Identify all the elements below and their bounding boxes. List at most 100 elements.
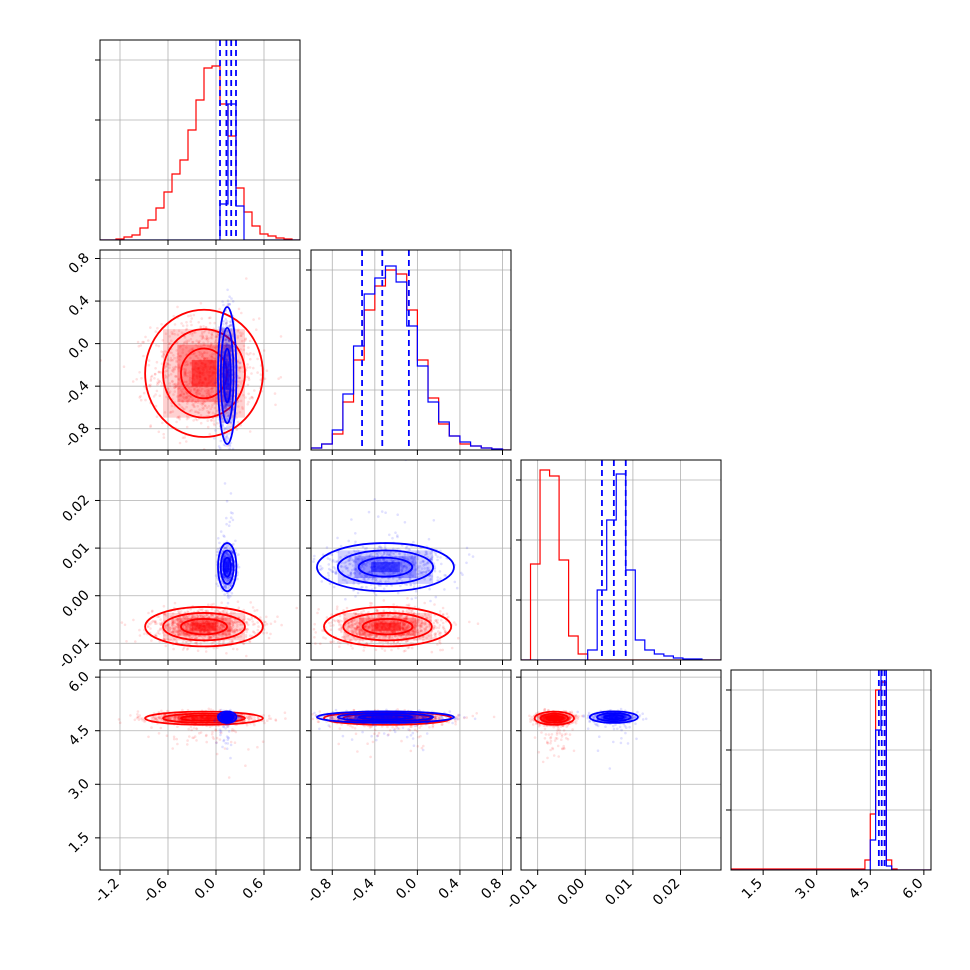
scatter-point-red (231, 623, 235, 626)
scatter-point-red (199, 421, 203, 425)
scatter-point-red (430, 630, 434, 633)
scatter-point-red (343, 637, 347, 641)
scatter-point-red (413, 630, 416, 634)
scatter-point-red (322, 636, 325, 639)
scatter-point-red (207, 345, 210, 348)
scatter-point-red (171, 380, 174, 384)
scatter-point-red (175, 349, 178, 352)
scatter-point-blue (224, 339, 228, 342)
scatter-point-blue (227, 340, 231, 343)
scatter-point-red (421, 635, 425, 639)
scatter-point-blue (218, 541, 221, 545)
scatter-point-red (203, 343, 207, 346)
scatter-point-blue (223, 555, 226, 559)
scatter-point-red (397, 646, 400, 650)
scatter-point-red (246, 403, 249, 406)
scatter-point-red (207, 411, 210, 415)
scatter-point-blue (226, 352, 229, 356)
scatter-point-red (348, 624, 351, 628)
scatter-point-red (207, 616, 211, 619)
scatter-point-blue (423, 553, 427, 557)
scatter-2-1 (312, 460, 480, 654)
scatter-point-red (418, 630, 422, 634)
scatter-point-blue (377, 551, 381, 554)
scatter-point-blue (387, 553, 391, 556)
scatter-point-red (196, 401, 200, 404)
scatter-point-red (404, 627, 408, 631)
scatter-point-blue (371, 576, 375, 580)
scatter-point-red (390, 615, 393, 619)
scatter-point-red (378, 615, 382, 619)
scatter-point-red (163, 634, 166, 637)
scatter-point-red (419, 624, 422, 628)
scatter-point-red (256, 357, 259, 361)
scatter-point-blue (227, 339, 230, 343)
density-block-red (191, 360, 217, 387)
scatter-point-red (349, 629, 353, 633)
scatter-point-red (233, 630, 237, 634)
scatter-point-red (244, 633, 248, 637)
scatter-point-blue (225, 402, 229, 406)
scatter-point-red (236, 420, 240, 424)
scatter-point-red (392, 642, 396, 645)
scatter-point-red (279, 335, 283, 338)
scatter-point-red (242, 642, 246, 646)
scatter-point-blue (225, 585, 228, 589)
scatter-point-blue (356, 549, 359, 552)
scatter-point-red (188, 626, 192, 630)
scatter-point-red (195, 389, 199, 393)
scatter-point-red (161, 631, 165, 635)
scatter-point-blue (405, 583, 409, 586)
scatter-point-red (368, 626, 372, 629)
scatter-point-red (252, 318, 255, 321)
scatter-point-blue (231, 512, 234, 515)
scatter-point-red (337, 628, 341, 631)
scatter-point-red (203, 329, 207, 333)
scatter-point-red (186, 363, 189, 367)
scatter-point-blue (225, 546, 228, 550)
scatter-point-red (156, 326, 159, 330)
scatter-point-red (189, 624, 192, 627)
scatter-point-blue (225, 394, 229, 397)
scatter-point-red (228, 623, 231, 626)
scatter-point-red (405, 615, 408, 619)
scatter-point-red (199, 630, 202, 633)
scatter-point-red (338, 614, 342, 618)
scatter-point-red (256, 628, 260, 632)
scatter-point-red (362, 649, 366, 652)
panel-0-0 (100, 40, 300, 240)
scatter-point-red (197, 340, 201, 344)
scatter-point-red (238, 380, 241, 383)
scatter-point-blue (227, 411, 231, 415)
scatter-point-red (347, 621, 350, 624)
scatter-point-red (176, 395, 179, 398)
scatter-point-blue (331, 570, 334, 574)
scatter-point-red (254, 632, 257, 635)
scatter-point-red (198, 339, 201, 343)
scatter-point-red (226, 628, 230, 631)
scatter-point-red (198, 392, 201, 395)
scatter-point-red (213, 412, 217, 416)
scatter-point-red (170, 330, 173, 334)
scatter-point-blue (370, 554, 374, 558)
scatter-point-red (248, 339, 252, 343)
scatter-point-red (390, 648, 393, 652)
scatter-point-red (174, 625, 178, 629)
scatter-point-red (359, 616, 362, 620)
scatter-point-red (156, 381, 159, 384)
scatter-point-red (354, 626, 357, 630)
scatter-point-red (220, 615, 223, 619)
scatter-point-red (189, 362, 192, 365)
scatter-point-red (242, 394, 245, 397)
scatter-point-red (238, 365, 242, 369)
scatter-point-red (182, 343, 185, 347)
scatter-point-red (362, 619, 365, 623)
scatter-point-red (185, 346, 188, 349)
scatter-point-red (190, 614, 194, 618)
scatter-point-red (224, 344, 227, 347)
scatter-point-red (172, 629, 175, 632)
scatter-point-blue (225, 551, 229, 555)
scatter-point-red (413, 620, 416, 623)
scatter-point-red (356, 637, 360, 640)
scatter-point-red (402, 623, 406, 627)
